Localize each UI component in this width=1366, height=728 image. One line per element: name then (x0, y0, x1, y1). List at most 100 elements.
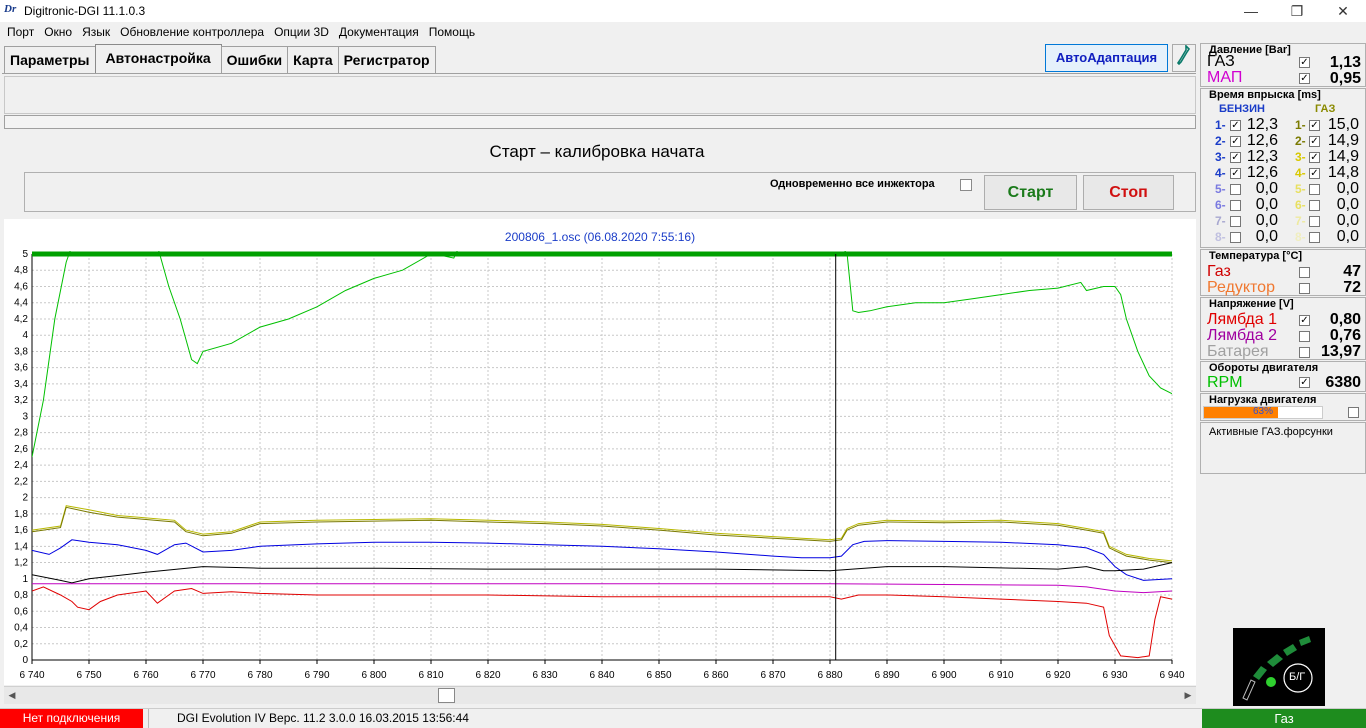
battery-value: 13,97 (1320, 343, 1361, 360)
petrol-injector-checkbox[interactable] (1230, 184, 1241, 195)
petrol-injector-number: 3- (1215, 150, 1226, 164)
series-line-4 (32, 539, 1172, 581)
scroll-thumb[interactable] (438, 688, 455, 703)
voltage-group: Напряжение [V] Лямбда 1 ✓ 0,80 Лямбда 2 … (1200, 297, 1366, 360)
y-tick-label: 0,6 (14, 606, 28, 617)
engine-load-bar: 63% (1203, 406, 1323, 419)
series-line-3 (32, 506, 1172, 564)
x-tick-label: 6 930 (1102, 670, 1127, 681)
y-tick-label: 2 (22, 493, 28, 504)
petrol-injector-checkbox[interactable] (1230, 232, 1241, 243)
gas-injector-number: 1- (1295, 118, 1306, 132)
map-pressure-checkbox[interactable]: ✓ (1299, 73, 1310, 84)
lambda2-checkbox[interactable] (1299, 331, 1310, 342)
series-line-7 (32, 586, 1172, 659)
petrol-injector-checkbox[interactable]: ✓ (1230, 120, 1241, 131)
petrol-injector-checkbox[interactable]: ✓ (1230, 152, 1241, 163)
gas-injector-number: 5- (1295, 182, 1306, 196)
menu-help[interactable]: Помощь (428, 25, 476, 39)
menu-documentation[interactable]: Документация (338, 25, 419, 39)
x-tick-label: 6 770 (190, 670, 215, 681)
gas-injector-checkbox[interactable] (1309, 232, 1320, 243)
rpm-checkbox[interactable]: ✓ (1299, 377, 1310, 388)
x-tick-label: 6 850 (646, 670, 671, 681)
lambda1-value: 0,80 (1329, 311, 1361, 328)
lambda1-checkbox[interactable]: ✓ (1299, 315, 1310, 326)
battery-checkbox[interactable] (1299, 347, 1310, 358)
menu-window[interactable]: Окно (44, 25, 73, 39)
x-tick-label: 6 790 (304, 670, 329, 681)
y-tick-label: 1,4 (14, 541, 28, 552)
scroll-right-arrow-icon[interactable]: ▶ (1184, 690, 1192, 700)
simultaneous-injectors-checkbox[interactable] (960, 179, 972, 191)
menu-options-3d[interactable]: Опции 3D (274, 25, 329, 39)
tab-map[interactable]: Карта (287, 46, 339, 74)
menu-port[interactable]: Порт (7, 25, 35, 39)
x-tick-label: 6 920 (1045, 670, 1070, 681)
y-tick-label: 0 (22, 655, 28, 666)
oscillogram-chart[interactable]: 0 0,2 0,4 0,6 0,8 1 1,2 1,4 1,6 1,8 2 2,2 2,4 2,6 2,8 3… (4, 219, 1196, 685)
minimize-button[interactable]: — (1244, 3, 1258, 19)
info-panel (4, 76, 1196, 114)
menu-update-controller[interactable]: Обновление контроллера (120, 25, 265, 39)
y-tick-label: 3,4 (14, 379, 28, 390)
gas-header: ГАЗ (1315, 103, 1336, 115)
tab-parameters[interactable]: Параметры (4, 46, 96, 74)
pressure-group: Давление [Bar] ГАЗ ✓ 1,13 МАП ✓ 0,95 (1200, 43, 1366, 87)
series-line-5 (32, 562, 1172, 584)
x-tick-label: 6 890 (874, 670, 899, 681)
tab-autotune[interactable]: Автонастройка (94, 44, 222, 74)
wrench-icon[interactable] (1172, 44, 1196, 72)
gas-injector-value: 14,8 (1327, 164, 1359, 181)
menu-language[interactable]: Язык (82, 25, 111, 39)
maximize-button[interactable]: ❐ (1290, 3, 1304, 19)
x-tick-label: 6 760 (133, 670, 158, 681)
gas-injector-value: 0,0 (1336, 228, 1359, 245)
gas-injector-number: 6- (1295, 198, 1306, 212)
close-button[interactable]: ✕ (1337, 3, 1349, 19)
gas-temp-value: 47 (1343, 263, 1361, 280)
gas-injector-checkbox[interactable]: ✓ (1309, 120, 1320, 131)
gas-injector-checkbox[interactable] (1309, 184, 1320, 195)
autoadapt-button[interactable]: АвтоАдаптация (1045, 44, 1168, 72)
pressure-title: Давление [Bar] (1209, 44, 1291, 56)
gas-injector-checkbox[interactable]: ✓ (1309, 152, 1320, 163)
y-tick-label: 3,6 (14, 363, 28, 374)
tab-recorder[interactable]: Регистратор (337, 46, 436, 74)
y-tick-label: 4,6 (14, 281, 28, 292)
chart-scrollbar[interactable] (4, 686, 1196, 704)
x-tick-label: 6 880 (817, 670, 842, 681)
engine-load-checkbox[interactable] (1348, 407, 1359, 418)
y-tick-label: 4,2 (14, 314, 28, 325)
y-tick-label: 4 (22, 330, 28, 341)
stop-button[interactable]: Стоп (1083, 175, 1174, 210)
petrol-injector-number: 1- (1215, 118, 1226, 132)
injection-time-title: Время впрыска [ms] (1209, 89, 1321, 101)
petrol-injector-value: 12,6 (1246, 164, 1278, 181)
petrol-injector-checkbox[interactable]: ✓ (1230, 168, 1241, 179)
petrol-injector-checkbox[interactable]: ✓ (1230, 136, 1241, 147)
y-tick-label: 4,4 (14, 298, 28, 309)
petrol-injector-checkbox[interactable] (1230, 216, 1241, 227)
title-bar (0, 0, 1366, 22)
reducer-temp-checkbox[interactable] (1299, 283, 1310, 294)
gas-temp-checkbox[interactable] (1299, 267, 1310, 278)
lambda1-label: Лямбда 1 (1207, 311, 1278, 328)
gas-injector-checkbox[interactable]: ✓ (1309, 168, 1320, 179)
active-injectors-group: Активные ГАЗ.форсунки (1200, 422, 1366, 474)
tab-errors[interactable]: Ошибки (220, 46, 289, 74)
scroll-left-arrow-icon[interactable]: ◀ (8, 690, 16, 700)
gas-injector-checkbox[interactable] (1309, 200, 1320, 211)
start-button[interactable]: Старт (984, 175, 1077, 210)
petrol-injector-number: 2- (1215, 134, 1226, 148)
petrol-injector-checkbox[interactable] (1230, 200, 1241, 211)
y-tick-label: 2,8 (14, 428, 28, 439)
gas-injector-checkbox[interactable] (1309, 216, 1320, 227)
calibration-progress-bar (4, 115, 1196, 129)
firmware-info: DGI Evolution IV Верс. 11.2 3.0.0 16.03.… (148, 709, 1200, 728)
gas-injector-checkbox[interactable]: ✓ (1309, 136, 1320, 147)
x-tick-label: 6 800 (361, 670, 386, 681)
fuel-switch-indicator[interactable]: Б/Г (1233, 628, 1325, 706)
gas-pressure-checkbox[interactable]: ✓ (1299, 57, 1310, 68)
app-logo-icon: Dr (4, 3, 17, 15)
